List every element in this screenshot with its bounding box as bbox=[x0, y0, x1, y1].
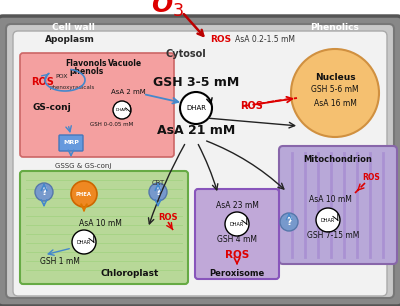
Text: AsA 21 mM: AsA 21 mM bbox=[157, 124, 235, 136]
Circle shape bbox=[180, 92, 212, 124]
Text: ?: ? bbox=[41, 187, 47, 197]
Text: ROS: ROS bbox=[31, 77, 54, 87]
Text: AsA 16 mM: AsA 16 mM bbox=[314, 99, 356, 107]
Text: DHAR: DHAR bbox=[77, 240, 91, 244]
FancyBboxPatch shape bbox=[13, 31, 387, 296]
Text: Flavonols: Flavonols bbox=[65, 58, 107, 68]
Circle shape bbox=[72, 230, 96, 254]
Circle shape bbox=[71, 181, 97, 207]
Text: Apoplasm: Apoplasm bbox=[45, 35, 95, 44]
Circle shape bbox=[149, 183, 167, 201]
Text: Phenolics: Phenolics bbox=[310, 23, 359, 32]
Text: AsA 2 mM: AsA 2 mM bbox=[111, 89, 145, 95]
Text: CRT: CRT bbox=[151, 180, 165, 186]
Text: AsA 10 mM: AsA 10 mM bbox=[78, 219, 122, 229]
Text: GSH 4 mM: GSH 4 mM bbox=[217, 236, 257, 244]
Text: GSH 7-15 mM: GSH 7-15 mM bbox=[307, 232, 359, 241]
Circle shape bbox=[113, 101, 131, 119]
Text: DHAR: DHAR bbox=[321, 218, 335, 222]
Circle shape bbox=[316, 208, 340, 232]
Text: O$_3$: O$_3$ bbox=[151, 0, 185, 19]
Circle shape bbox=[225, 212, 249, 236]
Text: GSH 5-6 mM: GSH 5-6 mM bbox=[311, 85, 359, 95]
FancyBboxPatch shape bbox=[6, 24, 394, 298]
Text: ?: ? bbox=[155, 187, 161, 197]
Text: GSH 0-0.05 mM: GSH 0-0.05 mM bbox=[90, 121, 134, 126]
Text: Vacuole: Vacuole bbox=[108, 58, 142, 68]
Text: DHAR: DHAR bbox=[186, 105, 206, 111]
Text: ?: ? bbox=[286, 217, 292, 227]
Text: GSH 3-5 mM: GSH 3-5 mM bbox=[153, 76, 239, 88]
Text: phenols: phenols bbox=[69, 68, 103, 76]
Text: AsA 23 mM: AsA 23 mM bbox=[216, 200, 258, 210]
FancyBboxPatch shape bbox=[20, 171, 188, 284]
FancyBboxPatch shape bbox=[279, 146, 397, 264]
Text: GSH 1 mM: GSH 1 mM bbox=[40, 258, 80, 267]
FancyBboxPatch shape bbox=[59, 135, 83, 151]
Circle shape bbox=[280, 213, 298, 231]
Text: Mitochondrion: Mitochondrion bbox=[304, 155, 372, 165]
Text: ROS: ROS bbox=[225, 250, 249, 260]
Circle shape bbox=[291, 49, 379, 137]
Text: MRP: MRP bbox=[63, 140, 79, 145]
Text: Nucleus: Nucleus bbox=[315, 73, 355, 81]
Text: DHAR: DHAR bbox=[116, 108, 128, 112]
Text: PHEA: PHEA bbox=[76, 192, 92, 196]
Circle shape bbox=[35, 183, 53, 201]
Text: ROS: ROS bbox=[362, 174, 380, 182]
Text: DHAR: DHAR bbox=[230, 222, 244, 226]
Text: Peroxisome: Peroxisome bbox=[209, 270, 265, 278]
Text: GS-conj: GS-conj bbox=[33, 103, 71, 113]
Text: AsA 0.2-1.5 mM: AsA 0.2-1.5 mM bbox=[235, 35, 295, 44]
FancyBboxPatch shape bbox=[0, 16, 400, 306]
FancyBboxPatch shape bbox=[20, 53, 174, 157]
Text: ROS: ROS bbox=[158, 214, 178, 222]
Text: ROS: ROS bbox=[240, 101, 263, 111]
Text: phenoxyradicals: phenoxyradicals bbox=[49, 85, 95, 91]
Text: GSSG & GS-conj: GSSG & GS-conj bbox=[55, 163, 111, 169]
Text: AsA 10 mM: AsA 10 mM bbox=[308, 196, 352, 204]
Text: Chloroplast: Chloroplast bbox=[101, 270, 159, 278]
FancyBboxPatch shape bbox=[195, 189, 279, 279]
Text: Cytosol: Cytosol bbox=[165, 49, 206, 59]
Text: ROS: ROS bbox=[210, 35, 231, 44]
Text: Cell wall: Cell wall bbox=[52, 23, 95, 32]
Text: POX: POX bbox=[56, 74, 68, 80]
